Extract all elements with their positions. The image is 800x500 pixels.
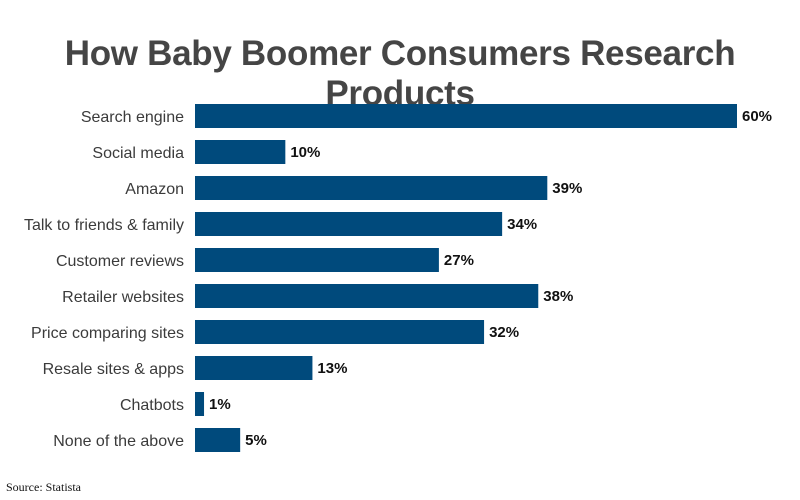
source-note: Source: Statista xyxy=(6,480,81,494)
category-label: Resale sites & apps xyxy=(43,361,184,378)
bar xyxy=(195,212,503,236)
category-label: Social media xyxy=(92,145,184,162)
category-label: Price comparing sites xyxy=(31,325,184,342)
bar xyxy=(195,320,485,344)
value-label: 34% xyxy=(507,216,537,233)
bar xyxy=(195,176,548,200)
value-label: 32% xyxy=(489,324,519,341)
bars-layer: Search engine 60% Social media 10% Amazon 39%… xyxy=(24,104,772,452)
value-label: 60% xyxy=(742,108,772,125)
category-label: Amazon xyxy=(125,181,184,198)
value-label: 1% xyxy=(209,396,231,413)
bar xyxy=(195,140,286,164)
value-label: 27% xyxy=(444,252,474,269)
value-label: 5% xyxy=(245,432,267,449)
value-label: 13% xyxy=(317,360,347,377)
category-label: Retailer websites xyxy=(62,289,184,306)
chart-title: How Baby Boomer Consumers Research Produ… xyxy=(64,34,736,113)
bar xyxy=(195,428,241,452)
category-label: Chatbots xyxy=(120,397,184,414)
value-label: 38% xyxy=(543,288,573,305)
bar xyxy=(195,248,439,272)
category-label: Talk to friends & family xyxy=(24,217,184,234)
bar xyxy=(195,104,737,128)
category-label: None of the above xyxy=(53,433,184,450)
category-label: Search engine xyxy=(81,109,184,126)
bar xyxy=(195,356,313,380)
value-label: 10% xyxy=(290,144,320,161)
value-label: 39% xyxy=(552,180,582,197)
category-label: Customer reviews xyxy=(56,253,184,270)
bar-chart: Search engine 60% Social media 10% Amazon 39%… xyxy=(24,104,772,452)
bar xyxy=(195,284,539,308)
bar xyxy=(195,392,205,416)
